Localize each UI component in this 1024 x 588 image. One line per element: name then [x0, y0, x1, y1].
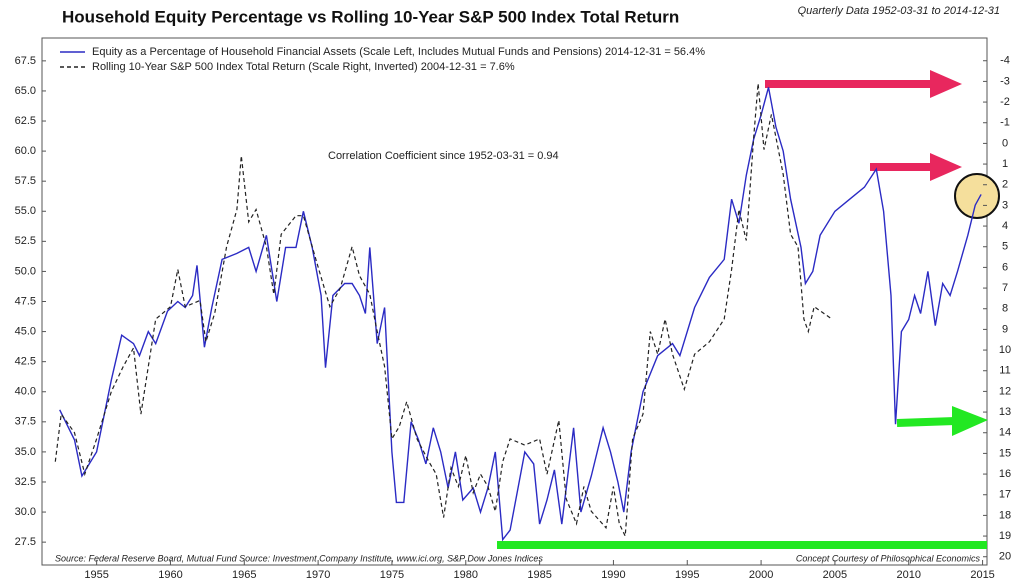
arrow-pink-mid [870, 153, 962, 181]
y-tick-label: 65.0 [15, 85, 36, 97]
y2-tick-label: 16 [999, 468, 1011, 480]
y-tick-label: 67.5 [15, 55, 36, 67]
y-tick-label: 50.0 [15, 265, 36, 277]
y2-tick-label: 9 [1002, 323, 1008, 335]
y2-tick-label: 19 [999, 530, 1011, 542]
y-tick-label: 30.0 [15, 506, 36, 518]
x-tick-label: 1970 [306, 569, 330, 581]
y-tick-label: 35.0 [15, 446, 36, 458]
x-tick-label: 1955 [84, 569, 108, 581]
x-tick-label: 1995 [675, 569, 699, 581]
y2-tick-label: -4 [1000, 55, 1010, 67]
y2-tick-label: 13 [999, 406, 1011, 418]
y2-tick-label: 12 [999, 385, 1011, 397]
arrow-pink-top [765, 70, 962, 98]
green-bar [497, 541, 987, 549]
y2-tick-label: 17 [999, 489, 1011, 501]
y2-tick-label: 15 [999, 447, 1011, 459]
arrow-green [896, 406, 988, 436]
y2-tick-label: 7 [1002, 282, 1008, 294]
y-tick-label: 37.5 [15, 416, 36, 428]
x-tick-label: 2015 [970, 569, 994, 581]
y-tick-label: 32.5 [15, 476, 36, 488]
legend-label: Equity as a Percentage of Household Fina… [92, 46, 705, 58]
x-tick-label: 1985 [527, 569, 551, 581]
y2-tick-label: 4 [1002, 220, 1008, 232]
y2-tick-label: 2 [1002, 179, 1008, 191]
x-tick-label: 2005 [823, 569, 847, 581]
annotation: Correlation Coefficient since 1952-03-31… [328, 150, 559, 162]
y2-tick-label: 6 [1002, 261, 1008, 273]
y2-tick-label: -2 [1000, 96, 1010, 108]
chart-title: Household Equity Percentage vs Rolling 1… [62, 7, 679, 26]
x-tick-label: 1980 [454, 569, 478, 581]
x-tick-label: 2010 [897, 569, 921, 581]
y2-tick-label: 5 [1002, 241, 1008, 253]
series-line [54, 83, 833, 539]
y-tick-label: 47.5 [15, 295, 36, 307]
x-tick-label: 1960 [158, 569, 182, 581]
y2-tick-label: 10 [999, 344, 1011, 356]
legend-label: Rolling 10-Year S&P 500 Index Total Retu… [92, 61, 515, 73]
y2-tick-label: 14 [999, 427, 1011, 439]
y-tick-label: 42.5 [15, 356, 36, 368]
y2-tick-label: 3 [1002, 199, 1008, 211]
x-tick-label: 1990 [601, 569, 625, 581]
y-tick-label: 27.5 [15, 536, 36, 548]
y2-tick-label: 18 [999, 509, 1011, 521]
y2-tick-label: -3 [1000, 75, 1010, 87]
x-tick-label: 2000 [749, 569, 773, 581]
y2-tick-label: 1 [1002, 158, 1008, 170]
chart-subtitle: Quarterly Data 1952-03-31 to 2014-12-31 [798, 5, 1000, 17]
plot-frame [41, 37, 988, 566]
y-tick-label: 60.0 [15, 145, 36, 157]
y-tick-label: 55.0 [15, 205, 36, 217]
y2-tick-label: 11 [999, 365, 1010, 377]
y-tick-label: 40.0 [15, 386, 36, 398]
source: Source: Federal Reserve Board, Mutual Fu… [55, 553, 543, 563]
credit: Concept Courtesy of Philosophical Econom… [796, 553, 981, 563]
y2-tick-label: 0 [1002, 137, 1008, 149]
y2-tick-label: 8 [1002, 303, 1008, 315]
highlight-circle [954, 173, 1000, 219]
y2-tick-label: 20 [999, 551, 1011, 563]
y2-tick-label: -1 [1000, 117, 1010, 129]
y-tick-label: 52.5 [15, 235, 36, 247]
y-tick-label: 57.5 [15, 175, 36, 187]
series-line [59, 87, 982, 542]
y-tick-label: 62.5 [15, 115, 36, 127]
x-tick-label: 1975 [380, 569, 404, 581]
y-tick-label: 45.0 [15, 325, 36, 337]
x-tick-label: 1965 [232, 569, 256, 581]
